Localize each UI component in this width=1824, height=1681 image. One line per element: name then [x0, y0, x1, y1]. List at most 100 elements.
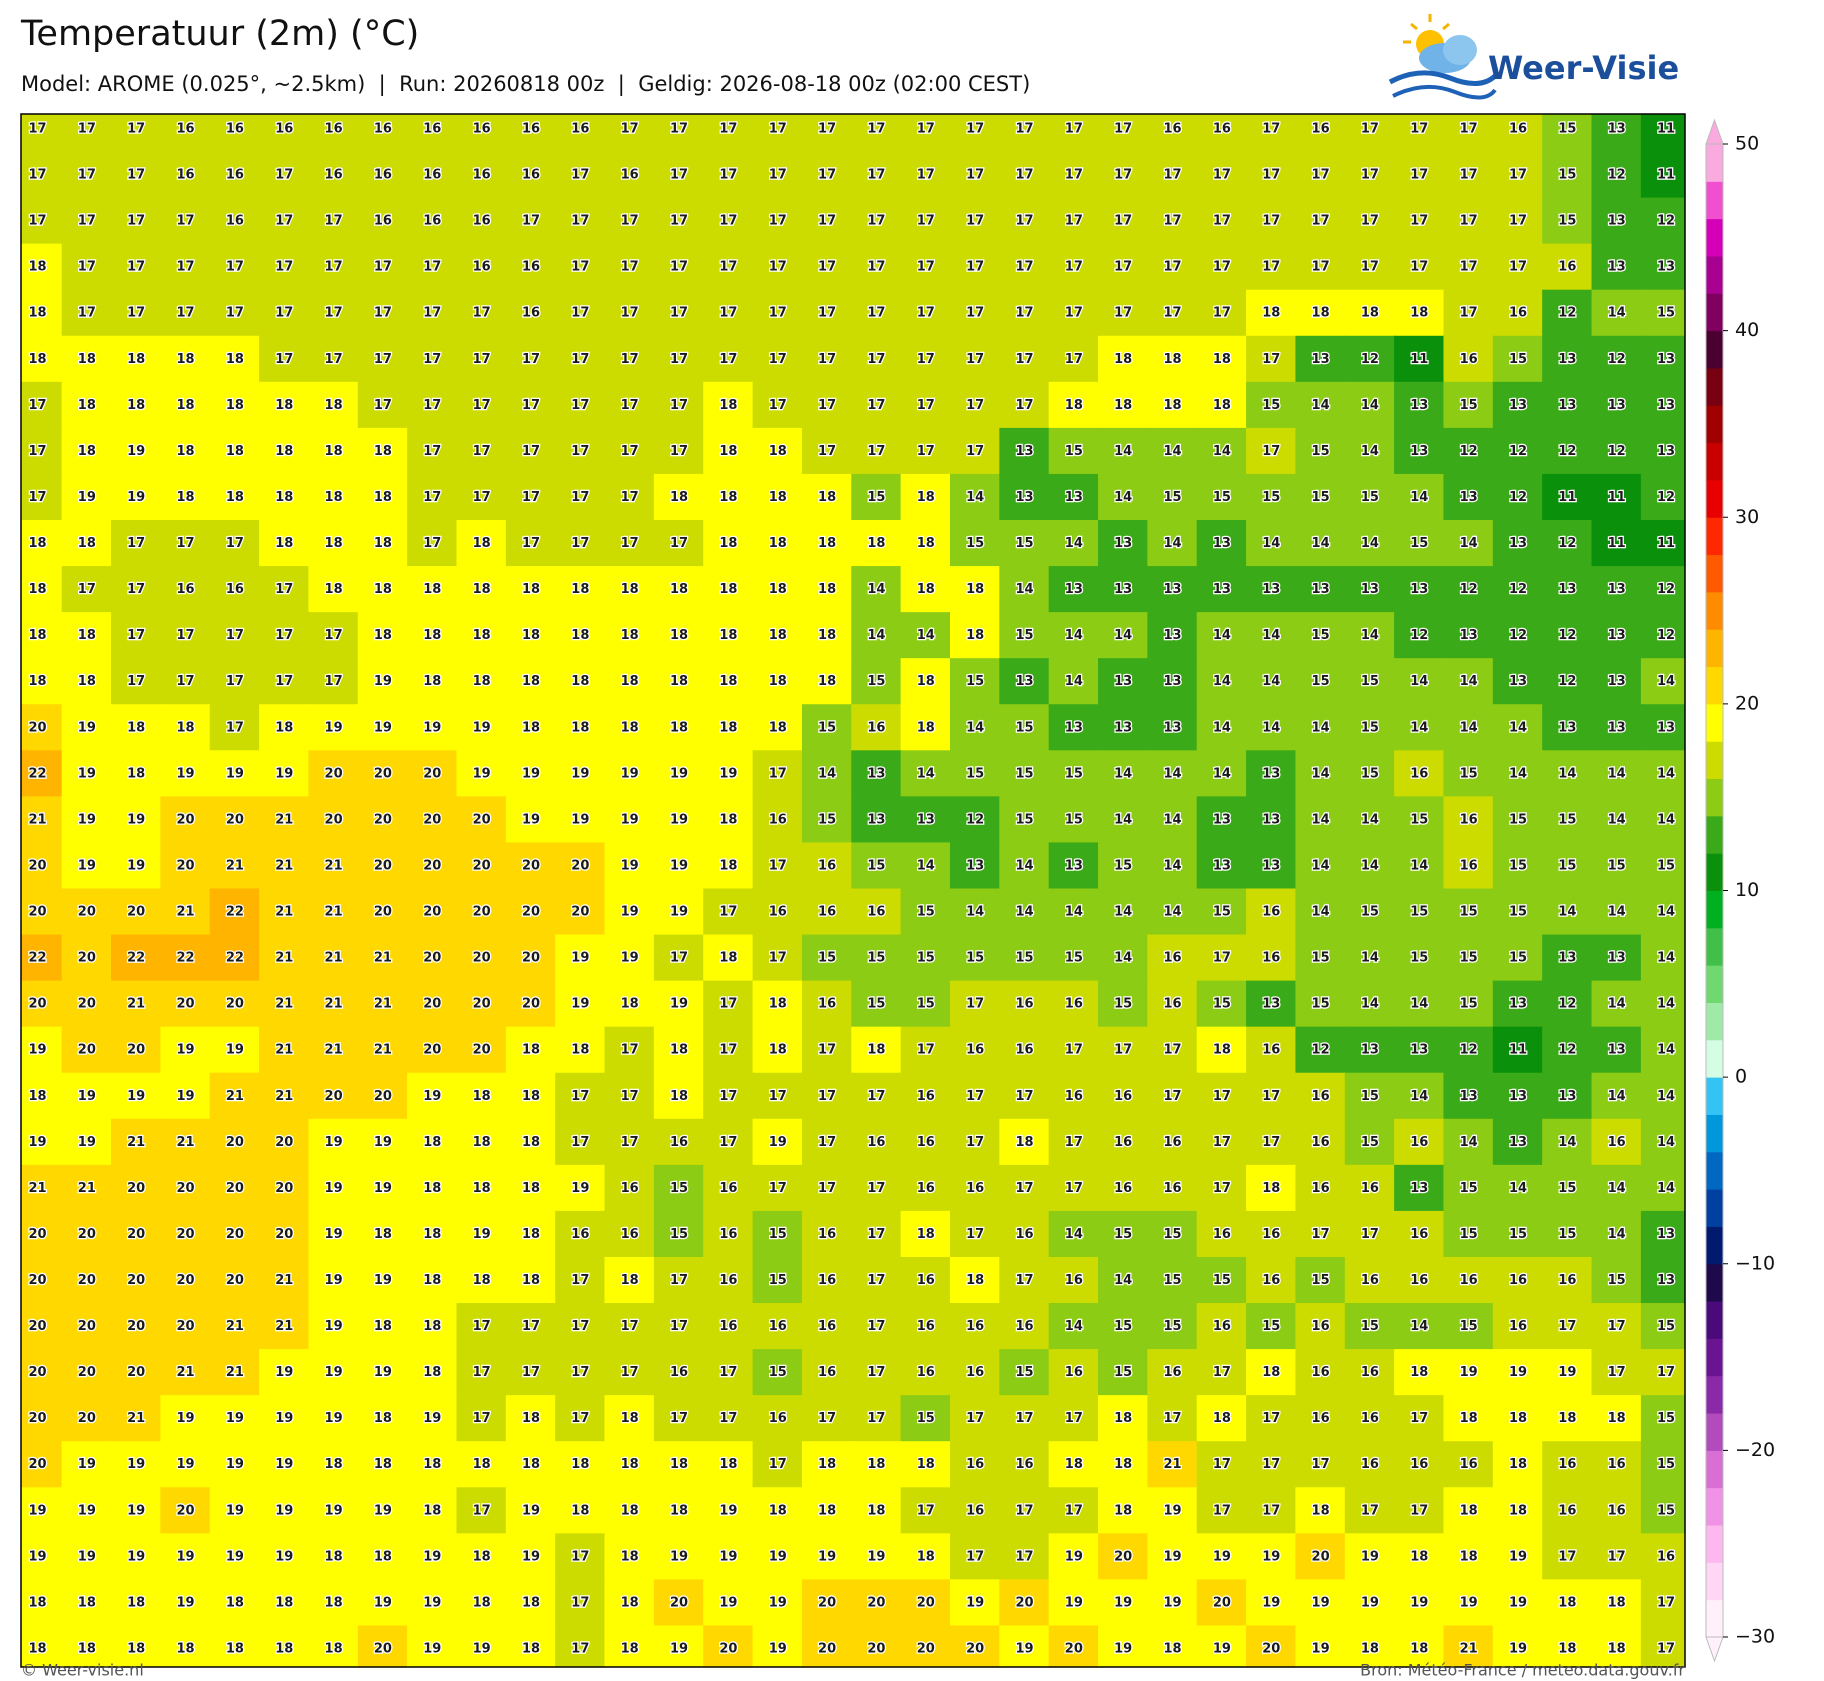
- temperature-label: 20: [177, 812, 195, 827]
- temperature-label: 17: [769, 951, 787, 966]
- temperature-label: 15: [1361, 674, 1379, 689]
- temperature-label: 17: [1262, 260, 1280, 275]
- temperature-cell: [1591, 842, 1642, 890]
- temperature-label: 15: [1509, 352, 1527, 367]
- temperature-label: 12: [1657, 490, 1675, 505]
- temperature-label: 18: [719, 720, 737, 735]
- temperature-label: 17: [867, 122, 885, 137]
- temperature-label: 18: [28, 628, 46, 643]
- temperature-cell: [1492, 612, 1544, 660]
- temperature-cell: [160, 796, 211, 844]
- temperature-cell: [1196, 612, 1248, 660]
- temperature-cell: [456, 1210, 507, 1258]
- temperature-cell: [259, 427, 310, 475]
- temperature-label: 17: [522, 398, 540, 413]
- temperature-label: 13: [1608, 720, 1626, 735]
- temperature-cell: [703, 335, 754, 383]
- temperature-label: 17: [522, 1365, 540, 1380]
- temperature-label: 19: [571, 997, 589, 1012]
- temperature-label: 13: [1015, 674, 1033, 689]
- temperature-label: 18: [423, 1319, 441, 1334]
- temperature-label: 17: [1213, 1135, 1231, 1150]
- temperature-cell: [752, 1026, 803, 1074]
- temperature-label: 17: [621, 1365, 639, 1380]
- temperature-label: 14: [1114, 951, 1132, 966]
- temperature-cell: [61, 796, 113, 844]
- temperature-cell: [801, 1026, 853, 1074]
- temperature-label: 17: [719, 214, 737, 229]
- temperature-label: 17: [325, 628, 343, 643]
- temperature-cell: [1196, 197, 1248, 245]
- temperature-label: 19: [374, 1273, 392, 1288]
- temperature-label: 15: [1558, 1181, 1576, 1196]
- temperature-label: 20: [28, 1365, 46, 1380]
- temperature-label: 20: [127, 1227, 145, 1242]
- temperature-cell: [21, 1487, 63, 1535]
- temperature-cell: [604, 243, 655, 291]
- colorbar-segment: [1706, 591, 1723, 630]
- temperature-cell: [555, 658, 606, 706]
- temperature-label: 17: [127, 260, 145, 275]
- temperature-cell: [1098, 427, 1149, 475]
- temperature-label: 17: [1657, 1595, 1675, 1610]
- temperature-label: 17: [78, 122, 96, 137]
- temperature-label: 13: [1657, 720, 1675, 735]
- temperature-cell: [1640, 114, 1685, 153]
- temperature-label: 18: [522, 1273, 540, 1288]
- temperature-label: 13: [1410, 582, 1428, 597]
- temperature-cell: [407, 1303, 458, 1351]
- temperature-cell: [949, 612, 1001, 660]
- temperature-cell: [259, 566, 310, 614]
- temperature-label: 14: [867, 582, 885, 597]
- temperature-cell: [61, 1118, 113, 1166]
- temperature-cell: [1246, 381, 1297, 429]
- temperature-cell: [61, 1441, 113, 1489]
- temperature-label: 17: [719, 1411, 737, 1426]
- temperature-cell: [1640, 612, 1685, 660]
- temperature-label: 18: [28, 1089, 46, 1104]
- temperature-label: 21: [325, 858, 343, 873]
- temperature-cell: [851, 750, 902, 798]
- temperature-cell: [1048, 704, 1100, 752]
- temperature-cell: [1443, 427, 1494, 475]
- temperature-cell: [1542, 888, 1593, 936]
- temperature-label: 17: [917, 214, 935, 229]
- temperature-label: 18: [1114, 398, 1132, 413]
- temperature-label: 15: [1361, 720, 1379, 735]
- temperature-label: 18: [1361, 306, 1379, 321]
- temperature-cell: [111, 980, 162, 1028]
- temperature-label: 19: [1509, 1365, 1527, 1380]
- temperature-cell: [900, 658, 951, 706]
- temperature-label: 17: [1262, 444, 1280, 459]
- temperature-label: 16: [1410, 1457, 1428, 1472]
- temperature-label: 14: [1015, 858, 1033, 873]
- temperature-label: 17: [1114, 168, 1132, 183]
- temperature-cell: [1147, 658, 1198, 706]
- temperature-cell: [1394, 1487, 1445, 1535]
- temperature-cell: [851, 796, 902, 844]
- temperature-cell: [456, 796, 507, 844]
- temperature-cell: [1443, 381, 1494, 429]
- colorbar-segment: [1706, 1487, 1723, 1526]
- temperature-cell: [1591, 1210, 1642, 1258]
- temperature-cell: [703, 1625, 754, 1667]
- temperature-cell: [1492, 1533, 1544, 1581]
- temperature-label: 15: [1114, 858, 1132, 873]
- temperature-label: 21: [374, 997, 392, 1012]
- temperature-cell: [653, 796, 705, 844]
- temperature-label: 15: [917, 951, 935, 966]
- temperature-cell: [752, 1303, 803, 1351]
- temperature-cell: [160, 520, 211, 568]
- temperature-label: 16: [1509, 1273, 1527, 1288]
- temperature-cell: [703, 1072, 754, 1120]
- temperature-cell: [1246, 427, 1297, 475]
- temperature-label: 17: [769, 306, 787, 321]
- logo: Weer-Visie: [1388, 14, 1679, 100]
- temperature-cell: [209, 427, 261, 475]
- temperature-label: 16: [1509, 122, 1527, 137]
- temperature-cell: [357, 1625, 409, 1667]
- temperature-label: 13: [1608, 674, 1626, 689]
- temperature-cell: [21, 1441, 63, 1489]
- temperature-cell: [456, 1625, 507, 1667]
- temperature-cell: [604, 658, 655, 706]
